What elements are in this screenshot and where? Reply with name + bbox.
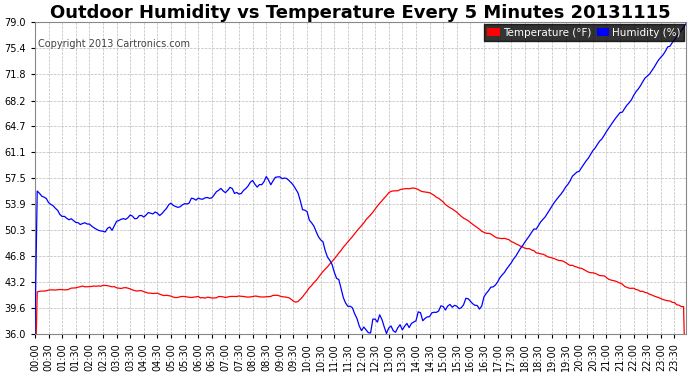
Title: Outdoor Humidity vs Temperature Every 5 Minutes 20131115: Outdoor Humidity vs Temperature Every 5 …: [50, 4, 671, 22]
Text: Copyright 2013 Cartronics.com: Copyright 2013 Cartronics.com: [38, 39, 190, 49]
Legend: Temperature (°F), Humidity (%): Temperature (°F), Humidity (%): [484, 24, 684, 40]
